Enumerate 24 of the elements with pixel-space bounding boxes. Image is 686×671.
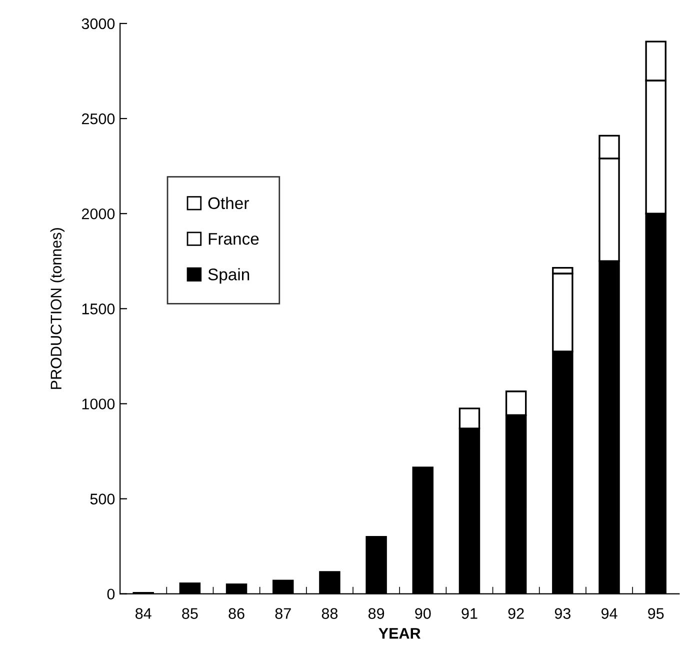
y-tick-label: 1500 <box>82 304 115 314</box>
y-tick-label: 2000 <box>82 208 115 220</box>
x-tick-label: 94 <box>601 608 618 619</box>
y-tick-label: 2500 <box>82 113 115 124</box>
x-tick-label: 88 <box>322 608 338 619</box>
y-tick-label: 0 <box>107 588 115 600</box>
y-tick-label: 1000 <box>82 398 115 410</box>
legend-label: Spain <box>208 268 250 284</box>
x-axis-title: YEAR <box>378 628 421 639</box>
x-tick-label: 89 <box>368 608 384 619</box>
x-tick-label: 85 <box>182 608 198 619</box>
x-tick-label: 92 <box>508 608 524 619</box>
x-tick-label: 95 <box>648 608 664 619</box>
y-tick-label: 3000 <box>82 18 115 30</box>
y-axis-title: PRODUCTION (tonnes) <box>50 228 65 389</box>
x-tick-label: 90 <box>415 608 431 619</box>
x-tick-label: 87 <box>275 608 291 619</box>
x-tick-label: 86 <box>228 608 244 619</box>
x-tick-label: 84 <box>136 608 152 619</box>
x-tick-label: 91 <box>462 608 478 619</box>
y-tick-label: 500 <box>90 494 115 504</box>
x-tick-label: 93 <box>554 608 570 619</box>
legend-label: Other <box>208 196 249 210</box>
legend-label: France <box>208 233 259 245</box>
